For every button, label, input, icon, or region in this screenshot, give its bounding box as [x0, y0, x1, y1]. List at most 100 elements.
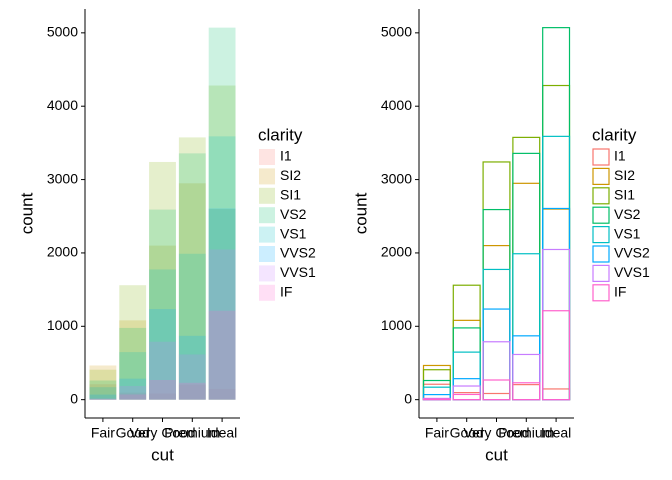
bar [542, 207, 571, 401]
bar [149, 269, 176, 400]
bar [208, 209, 236, 400]
bar [119, 386, 147, 400]
y-tick-label: 3000 [381, 170, 412, 186]
x-tick-label: Very Good [463, 425, 529, 441]
legend-key [259, 187, 275, 204]
x-axis-title: cut [151, 445, 174, 464]
bar [482, 392, 511, 401]
bar [89, 369, 117, 400]
legend-label: VVS2 [280, 245, 316, 261]
y-tick-label: 4000 [381, 97, 412, 113]
bar [482, 161, 511, 401]
bar [149, 379, 176, 400]
legend-key [259, 284, 275, 301]
x-tick-label: Good [116, 425, 150, 441]
bar [149, 209, 176, 400]
bar [482, 208, 511, 401]
bar [178, 137, 206, 400]
bar [89, 398, 117, 400]
legend-key [259, 265, 275, 282]
legend-key [592, 167, 610, 185]
legend-label: SI2 [280, 167, 301, 183]
bar [89, 394, 117, 400]
bar [89, 365, 117, 400]
legend-label: I1 [614, 148, 626, 164]
x-tick-label: Ideal [207, 425, 237, 441]
legend-label: SI2 [614, 167, 635, 183]
bar [452, 327, 481, 401]
bar [178, 335, 206, 400]
y-tick-label: 1000 [47, 317, 78, 333]
bar [178, 384, 206, 400]
bar [542, 248, 571, 401]
bar [512, 253, 541, 401]
y-tick-label: 2000 [381, 244, 412, 260]
x-tick-label: Fair [425, 425, 449, 441]
bar [422, 383, 451, 401]
bar [512, 152, 541, 401]
bar [422, 379, 451, 401]
bar [542, 388, 571, 401]
legend-label: IF [280, 284, 292, 300]
x-axis-title: cut [485, 445, 508, 464]
bar [178, 153, 206, 400]
bar [119, 378, 147, 400]
bar [119, 392, 147, 400]
x-tick-label: Ideal [541, 425, 571, 441]
legend-label: VS1 [280, 225, 307, 241]
legend-label: VVS2 [614, 245, 650, 261]
bar [512, 335, 541, 401]
bar [119, 327, 147, 400]
legend-key [259, 246, 275, 262]
bar [452, 378, 481, 401]
legend-label: VS2 [280, 206, 307, 222]
bar [89, 380, 117, 400]
bar [208, 136, 236, 400]
bar [119, 394, 147, 400]
bar [452, 284, 481, 401]
bar [542, 27, 571, 401]
bar [482, 341, 511, 401]
legend-key [259, 168, 275, 185]
bar [482, 379, 511, 401]
y-tick-label: 0 [70, 390, 78, 406]
bar [512, 382, 541, 401]
legend-key [592, 284, 610, 302]
bar [178, 183, 206, 400]
legend-title: clarity [592, 125, 637, 144]
legend-key [592, 245, 610, 263]
bar [542, 310, 571, 401]
bar [149, 245, 176, 400]
bar [149, 393, 176, 400]
bar [119, 352, 147, 400]
bar [208, 388, 236, 400]
y-tick-label: 3000 [47, 170, 78, 186]
x-tick-label: Good [450, 425, 484, 441]
bar [89, 398, 117, 400]
legend-key [592, 226, 610, 244]
bar [512, 136, 541, 401]
bar [482, 244, 511, 401]
bar [178, 253, 206, 400]
legend-label: I1 [280, 148, 292, 164]
x-tick-label: Premium [498, 425, 554, 441]
y-tick-label: 2000 [47, 244, 78, 260]
bar [422, 386, 451, 401]
bar [512, 353, 541, 401]
bar [452, 319, 481, 401]
bar [542, 135, 571, 401]
legend-key [259, 226, 275, 243]
bar [119, 285, 147, 400]
x-tick-label: Premium [164, 425, 220, 441]
y-tick-label: 0 [404, 390, 412, 406]
x-tick-label: Fair [91, 425, 115, 441]
bar [208, 85, 236, 400]
bar [178, 382, 206, 400]
bar [542, 208, 571, 401]
legend-label: VVS1 [614, 264, 650, 280]
legend-label: IF [614, 284, 626, 300]
legend-label: SI1 [614, 187, 635, 203]
bar [542, 84, 571, 401]
bar [208, 249, 236, 400]
